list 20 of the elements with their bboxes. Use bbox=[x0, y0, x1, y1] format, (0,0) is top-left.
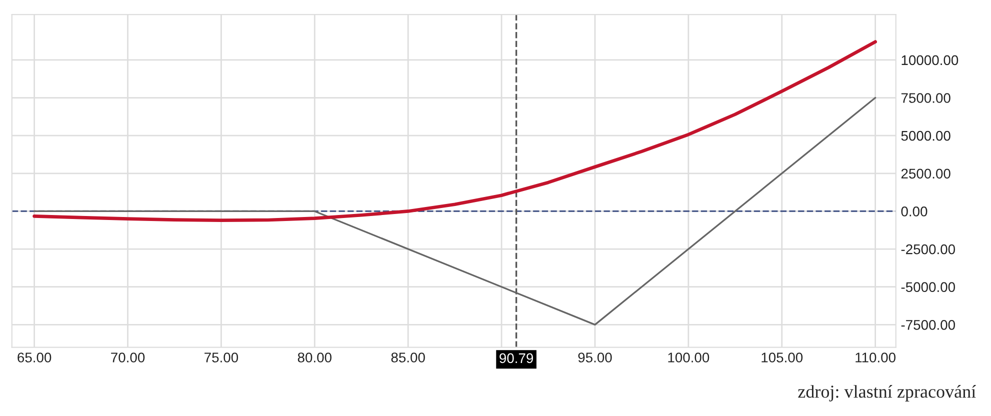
x-tick-label: 100.00 bbox=[668, 352, 710, 362]
text: zdroj: vlastní zpracování bbox=[798, 385, 976, 402]
x-tick-label: 95.00 bbox=[578, 352, 612, 362]
y-tick-label: -2500.00 bbox=[901, 244, 956, 254]
y-tick-label: 5000.00 bbox=[901, 130, 950, 141]
y-tick-label: 10000.00 bbox=[902, 55, 958, 66]
ref-line-label: 90.79 bbox=[500, 353, 534, 364]
y-tick-label: 2500.00 bbox=[901, 168, 950, 179]
x-tick-label: 75.00 bbox=[204, 352, 238, 362]
x-tick-label: 105.00 bbox=[762, 352, 803, 362]
y-tick-label: 7500.00 bbox=[901, 93, 950, 103]
x-tick-label: 80.00 bbox=[298, 352, 332, 362]
y-tick-label: -7500.00 bbox=[901, 320, 956, 330]
y-tick-label: 0.00 bbox=[901, 206, 928, 216]
x-tick-label: 110.00 bbox=[856, 352, 896, 362]
y-tick-label: -5000.00 bbox=[901, 282, 956, 292]
line-series bbox=[32, 40, 877, 222]
x-tick-label: 65.00 bbox=[18, 352, 52, 362]
x-tick-label: 85.00 bbox=[391, 352, 425, 362]
x-tick-label: 70.00 bbox=[111, 352, 145, 362]
